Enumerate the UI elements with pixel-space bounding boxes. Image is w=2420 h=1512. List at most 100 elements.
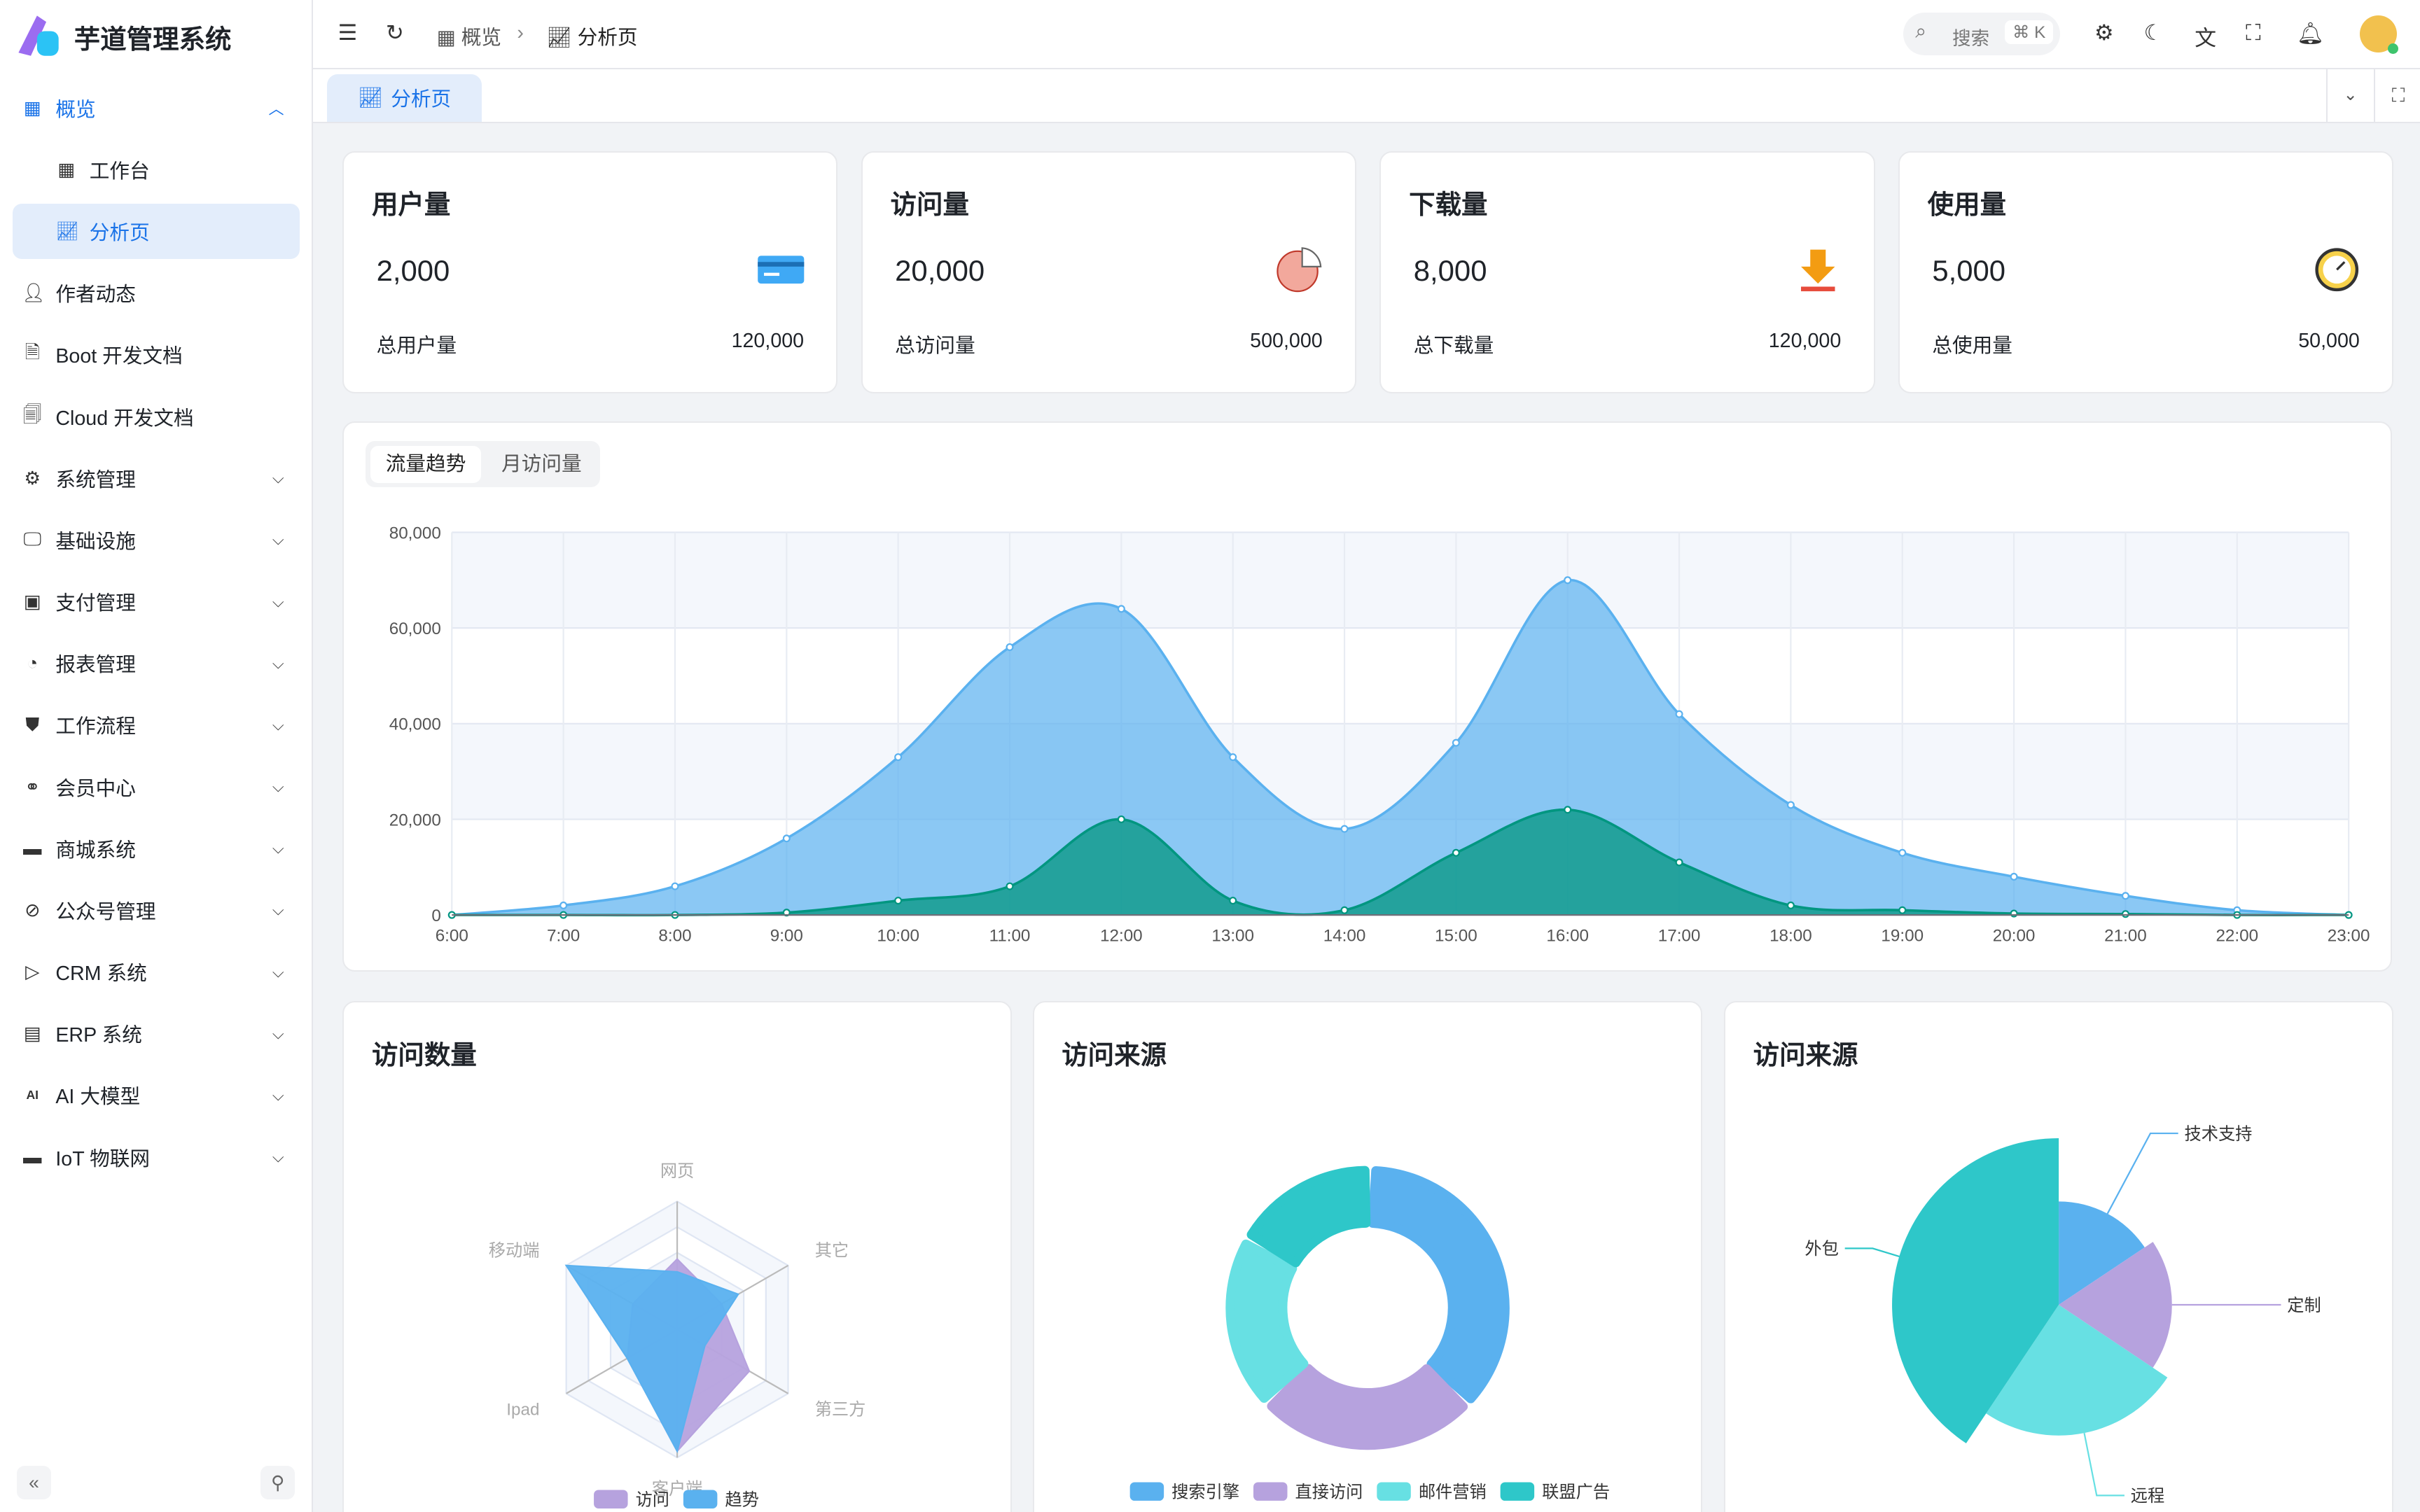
sidebar-item[interactable]: ▤ ERP 系统 ⌵	[13, 1006, 300, 1061]
stat-total-value: 120,000	[731, 330, 805, 353]
series-area	[452, 809, 2349, 916]
card-icon	[758, 255, 805, 284]
tab-traffic-trend[interactable]: 流量趋势	[370, 445, 482, 483]
maximize-icon[interactable]: ⛶	[2373, 69, 2420, 122]
tabs-dropdown-chevron-icon[interactable]: ⌄	[2325, 69, 2374, 122]
legend-label: 联盟广告	[1542, 1483, 1610, 1502]
ai-icon: AI	[26, 1088, 39, 1102]
legend-swatch	[1376, 1482, 1411, 1502]
x-tick-label: 19:00	[1882, 926, 1924, 945]
grid-band	[452, 532, 2349, 628]
sidebar-item[interactable]: ⚙ 系统管理 ⌵	[13, 451, 300, 506]
x-tick-label: 22:00	[2216, 926, 2259, 945]
tab-analysis[interactable]: 📈︎ 分析页	[327, 74, 482, 122]
menu-toggle-icon[interactable]: ☰	[338, 20, 358, 45]
chevron-up-icon: ︿	[268, 100, 284, 118]
sidebar-item[interactable]: 🗎 Boot 开发文档	[13, 327, 300, 382]
sidebar-item-label: 工作流程	[55, 715, 136, 738]
document-icon: 🗎	[25, 342, 40, 363]
grid-icon: ▦	[57, 158, 76, 180]
data-point	[1898, 848, 1907, 857]
data-point	[783, 834, 791, 843]
legend-swatch	[1129, 1482, 1164, 1502]
legend-label: 趋势	[725, 1491, 759, 1510]
data-point	[1564, 805, 1572, 814]
data-point	[1229, 752, 1237, 761]
stat-total-label: 总下载量	[1413, 335, 1494, 358]
translate-icon[interactable]: 文	[2195, 25, 2217, 50]
stat-card: 使用量 5,000 总使用量 50,000	[1898, 151, 2394, 393]
sidebar-item-label: IoT 物联网	[55, 1147, 151, 1170]
sidebar-item[interactable]: ▦ 概览 ︿	[13, 80, 300, 136]
x-tick-label: 9:00	[770, 926, 803, 945]
workflow-icon: ⛊	[25, 713, 40, 735]
sidebar-item[interactable]: ⊘ 公众号管理 ⌵	[13, 883, 300, 938]
erp-icon: ▤	[23, 1023, 41, 1044]
sidebar-item[interactable]: ▦ 工作台	[13, 142, 300, 197]
moon-icon[interactable]: ☾	[2143, 20, 2164, 45]
sidebar-item-label: AI 大模型	[55, 1086, 141, 1109]
sidebar-item[interactable]: 🖵 基础设施 ⌵	[13, 512, 300, 568]
stat-value: 2,000	[376, 254, 450, 288]
radar-indicator-label: 其它	[815, 1242, 849, 1261]
tab-monthly-visits[interactable]: 月访问量	[501, 452, 582, 475]
sidebar-item-label: 会员中心	[55, 777, 136, 800]
search-button[interactable]: ⌕ 搜索 ⌘ K	[1903, 12, 2061, 56]
x-tick-label: 11:00	[989, 926, 1031, 945]
sidebar: 芋道管理系统 ▦ 概览 ︿ ▦ 工作台 📈︎ 分析页 👤︎ 作者动态 🗎 Boot 开发文档 🗐 Clo…	[0, 0, 314, 1512]
clock-icon	[2314, 248, 2358, 292]
chevron-down-icon: ⌵	[272, 839, 284, 858]
bell-icon[interactable]: 🔔︎	[2296, 20, 2324, 46]
avatar[interactable]	[2360, 15, 2399, 55]
pin-icon[interactable]: ⚲	[260, 1465, 295, 1500]
sidebar-item[interactable]: ▬ IoT 物联网 ⌵	[13, 1129, 300, 1184]
breadcrumb-current: 📈︎ 分析页	[546, 26, 638, 49]
data-point	[559, 901, 568, 909]
sidebar-item[interactable]: 👤︎ 作者动态	[13, 265, 300, 321]
sidebar-item-label: CRM 系统	[55, 962, 147, 986]
sidebar-item[interactable]: ⛊ 工作流程 ⌵	[13, 697, 300, 752]
settings-icon[interactable]: ⚙	[2094, 20, 2114, 45]
sidebar-item-label: 报表管理	[55, 654, 136, 677]
stat-total-value: 500,000	[1250, 330, 1323, 353]
chart-line-icon: 📈︎	[55, 220, 79, 242]
chart-line-icon: 📈︎	[546, 26, 578, 49]
crm-icon: ▷	[25, 961, 40, 983]
sidebar-item[interactable]: ◔ 报表管理 ⌵	[13, 636, 300, 691]
x-tick-label: 17:00	[1658, 926, 1701, 945]
stat-card: 下载量 8,000 总下载量 120,000	[1379, 151, 1875, 393]
data-point	[1787, 901, 1795, 909]
sidebar-item[interactable]: 📈︎ 分析页	[12, 203, 300, 260]
x-tick-label: 8:00	[659, 926, 692, 945]
legend-swatch	[1500, 1482, 1534, 1502]
legend-label: 访问	[636, 1491, 669, 1510]
y-tick-label: 60,000	[389, 620, 441, 638]
collapse-sidebar-button[interactable]: «	[17, 1465, 51, 1500]
data-point	[1006, 882, 1014, 890]
slice-label: 外包	[1804, 1240, 1838, 1259]
refresh-icon[interactable]: ↻	[386, 20, 404, 45]
fullscreen-icon[interactable]: ⛶	[2245, 20, 2261, 45]
sidebar-item-label: 系统管理	[55, 468, 136, 491]
stat-total-value: 50,000	[2298, 330, 2360, 353]
radar-indicator-label: 第三方	[815, 1401, 866, 1420]
data-point	[1787, 801, 1795, 809]
y-tick-label: 80,000	[389, 524, 441, 542]
donut-slice	[1246, 1166, 1370, 1268]
sidebar-item-label: 工作台	[89, 160, 150, 183]
sidebar-item[interactable]: AI AI 大模型 ⌵	[13, 1068, 300, 1123]
data-point	[2122, 909, 2130, 918]
sidebar-item[interactable]: ▷ CRM 系统 ⌵	[13, 944, 300, 1000]
data-point	[1564, 576, 1572, 584]
sidebar-item[interactable]: ⚭ 会员中心 ⌵	[13, 759, 300, 814]
sidebar-item[interactable]: 🗐 Cloud 开发文档	[13, 388, 300, 444]
sidebar-item[interactable]: ▬ 商城系统 ⌵	[13, 821, 300, 876]
chevron-down-icon: ⌵	[272, 778, 284, 796]
header: ☰ ↻ ▦ 概览 › 📈︎ 分析页 ⌕ 搜索 ⌘ K ⚙ ☾ 文 ⛶ 🔔︎	[313, 0, 2420, 69]
x-tick-label: 18:00	[1769, 926, 1812, 945]
sidebar-item-label: 公众号管理	[55, 900, 156, 923]
legend-label: 直接访问	[1295, 1483, 1363, 1502]
radar-indicator-label: Ipad	[507, 1401, 540, 1420]
sidebar-item[interactable]: ▣ 支付管理 ⌵	[13, 574, 300, 629]
breadcrumb-overview[interactable]: ▦ 概览	[436, 26, 502, 49]
